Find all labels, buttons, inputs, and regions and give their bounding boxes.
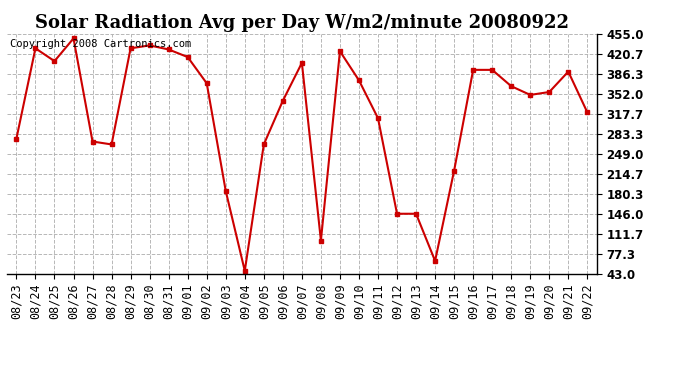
- Text: Copyright 2008 Cartronics.com: Copyright 2008 Cartronics.com: [10, 39, 191, 48]
- Title: Solar Radiation Avg per Day W/m2/minute 20080922: Solar Radiation Avg per Day W/m2/minute …: [35, 14, 569, 32]
